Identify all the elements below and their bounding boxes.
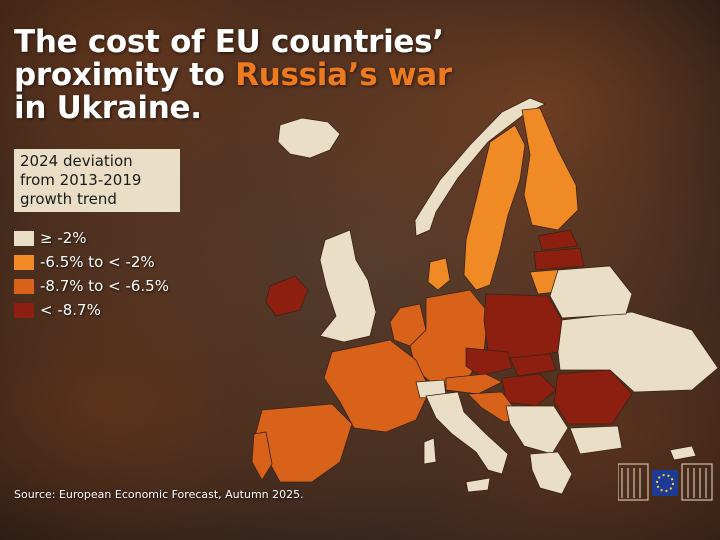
region-estonia [537, 229, 579, 251]
legend-title: 2024 deviation from 2013-2019 growth tre… [14, 149, 180, 212]
region-portugal [251, 431, 273, 481]
region-poland [483, 293, 563, 361]
map-title: The cost of EU countries’ proximity to R… [14, 24, 452, 126]
region-western-balkans [505, 405, 569, 455]
region-bulgaria [569, 425, 623, 455]
region-latvia [533, 247, 585, 271]
region-sardinia [423, 437, 437, 465]
region-sicily [465, 477, 491, 493]
region-great-britain [319, 229, 377, 343]
region-cyprus [669, 445, 697, 461]
region-finland [521, 107, 579, 231]
europe-map [251, 97, 719, 495]
region-austria [445, 373, 503, 395]
legend-item-above-minus-2: ≥ -2% [14, 226, 169, 250]
legend-item-below-minus-8-7: < -8.7% [14, 298, 169, 322]
region-ireland [265, 275, 309, 317]
region-spain [253, 403, 353, 483]
legend-swatch [14, 278, 34, 294]
legend-swatch [14, 302, 34, 318]
region-italy [425, 391, 509, 475]
legend-item-minus-6-5-to-2: -6.5% to < -2% [14, 250, 169, 274]
legend-swatch [14, 254, 34, 270]
region-greece [529, 451, 573, 495]
region-slovakia [509, 353, 557, 377]
region-denmark [427, 257, 451, 291]
region-iceland [277, 117, 341, 159]
legend: ≥ -2% -6.5% to < -2% -8.7% to < -6.5% < … [14, 226, 169, 322]
source-note: Source: European Economic Forecast, Autu… [14, 488, 304, 501]
region-hungary [501, 373, 557, 407]
region-ukraine [557, 311, 719, 393]
region-belarus [549, 265, 633, 319]
region-czechia [465, 347, 513, 377]
region-norway [414, 97, 546, 237]
european-commission-logo [618, 463, 713, 501]
region-france [323, 339, 431, 433]
region-sweden [463, 124, 526, 291]
legend-swatch [14, 230, 34, 246]
legend-item-minus-8-7-to-6-5: -8.7% to < -6.5% [14, 274, 169, 298]
